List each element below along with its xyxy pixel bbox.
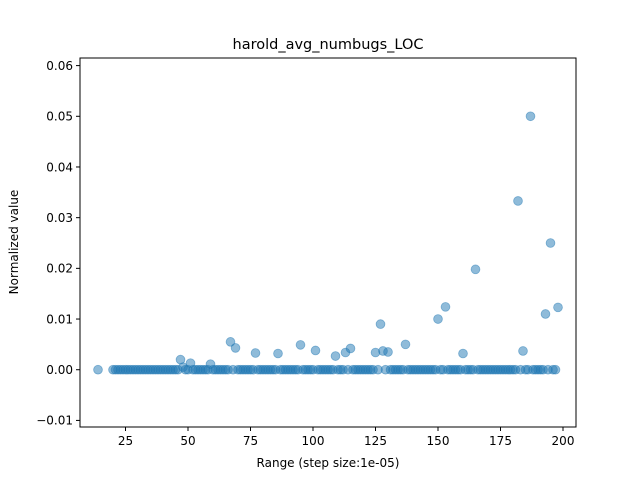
data-point	[433, 314, 443, 324]
x-axis-ticks: 25 50 75 100 125 150 175 200	[118, 427, 575, 448]
y-tick-label: 0.01	[46, 312, 73, 326]
data-point	[273, 348, 283, 359]
axes-frame	[79, 57, 577, 428]
data-point	[525, 111, 536, 122]
y-tick-label: 0.05	[46, 110, 73, 124]
y-tick-label: 0.02	[46, 262, 73, 276]
data-point	[230, 343, 241, 353]
y-tick-label: 0.06	[46, 59, 73, 73]
data-point	[310, 345, 321, 356]
y-tick-label: 0.03	[46, 211, 73, 225]
y-axis-label: Normalized value	[7, 190, 21, 295]
x-tick-label: 125	[364, 434, 387, 448]
x-tick-label: 25	[118, 434, 133, 448]
data-point	[440, 302, 451, 312]
data-point	[345, 343, 356, 354]
data-point	[330, 351, 341, 361]
data-point	[545, 238, 556, 248]
x-axis-label: Range (step size:1e-05)	[257, 456, 400, 470]
data-point	[93, 364, 103, 375]
x-tick-label: 200	[552, 434, 575, 448]
data-point	[550, 364, 561, 375]
chart-title: harold_avg_numbugs_LOC	[233, 37, 424, 53]
x-tick-label: 175	[489, 434, 512, 448]
y-tick-label: −0.01	[36, 414, 73, 428]
data-point	[375, 319, 386, 329]
data-point	[458, 348, 468, 359]
data-point	[513, 196, 523, 206]
x-tick-label: 50	[180, 434, 195, 448]
data-point	[470, 264, 481, 275]
x-tick-label: 100	[302, 434, 325, 448]
y-tick-label: 0.04	[46, 160, 73, 174]
data-point	[540, 309, 551, 319]
y-axis-ticks: −0.01 0.00 0.01 0.02 0.03 0.04 0.05 0.06	[36, 59, 80, 428]
data-point	[295, 340, 306, 350]
x-tick-label: 150	[427, 434, 450, 448]
y-tick-label: 0.00	[46, 363, 73, 377]
data-point	[383, 347, 393, 357]
data-point	[400, 339, 411, 350]
data-points	[93, 111, 563, 375]
data-point	[250, 348, 261, 358]
data-point	[518, 346, 528, 356]
data-point	[553, 302, 563, 313]
x-tick-label: 75	[243, 434, 258, 448]
